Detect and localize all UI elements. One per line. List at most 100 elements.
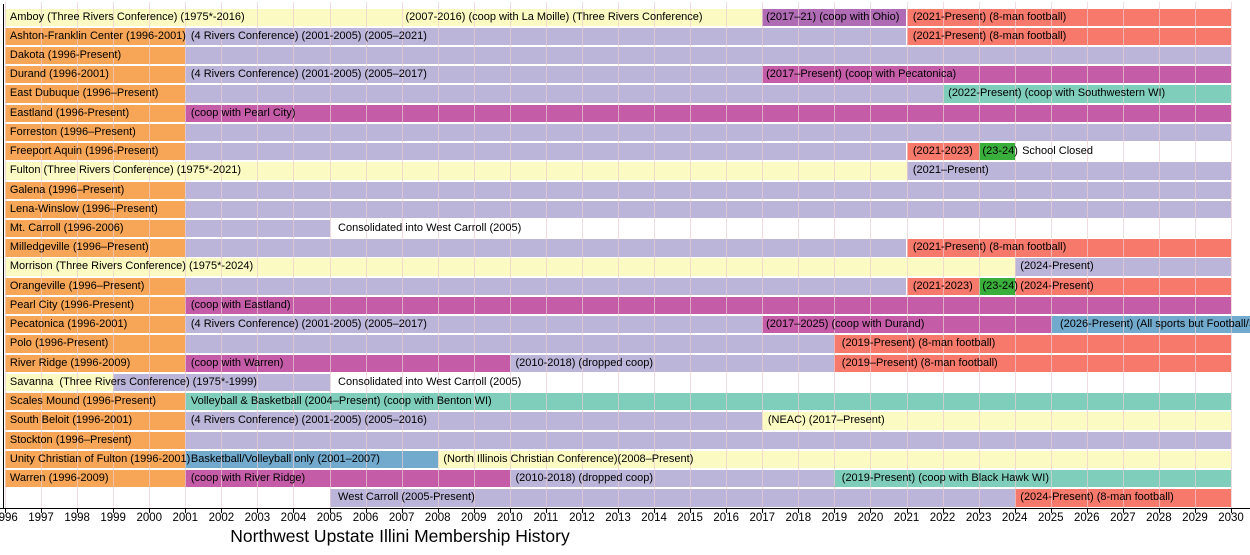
timeline-segment	[185, 46, 1232, 65]
timeline-segment	[185, 200, 1232, 219]
year-gridline	[401, 2, 403, 508]
timeline-segment	[942, 85, 1232, 103]
year-gridline	[77, 2, 79, 508]
x-axis-tick-label: 1997	[28, 512, 54, 524]
x-axis-tick-label: 2026	[1074, 512, 1100, 524]
timeline-segment	[5, 296, 186, 315]
x-axis-tick-label: 2021	[893, 512, 920, 524]
year-gridline	[906, 2, 908, 508]
x-axis-tick	[581, 508, 583, 513]
timeline-segment	[762, 8, 907, 26]
x-axis-tick	[654, 508, 656, 513]
x-axis-tick-label: 2020	[857, 512, 884, 524]
x-axis-tick	[1014, 508, 1016, 513]
x-axis-tick-label: 2027	[1110, 512, 1136, 524]
x-axis-tick-label: 2028	[1146, 512, 1172, 524]
x-axis-tick-label: 2004	[280, 512, 307, 524]
x-axis-tick	[257, 508, 259, 513]
timeline-segment	[906, 239, 1232, 257]
year-gridline	[1122, 2, 1124, 508]
timeline-segment	[5, 143, 186, 161]
x-axis-tick-label: 2024	[1001, 512, 1028, 524]
x-axis-tick	[618, 508, 620, 513]
chart-title: Northwest Upstate Illini Membership Hist…	[230, 526, 570, 546]
x-axis-tick-label: 2025	[1037, 512, 1064, 524]
timeline-segment	[762, 66, 1232, 84]
year-gridline	[545, 2, 547, 508]
timeline-segment	[185, 104, 1232, 122]
x-axis-tick-label: 2006	[352, 512, 379, 524]
year-gridline	[473, 2, 475, 508]
timeline-segment	[906, 162, 1232, 180]
year-gridline	[870, 2, 872, 508]
timeline-segment	[762, 316, 1051, 334]
x-axis-tick-label: 2016	[713, 512, 739, 524]
year-gridline	[509, 2, 511, 508]
timeline-segment	[113, 373, 330, 392]
x-axis-tick	[1158, 508, 1160, 513]
timeline-segment	[185, 85, 943, 103]
x-axis-tick-label: 2013	[605, 512, 631, 524]
timeline-segment	[509, 470, 835, 488]
x-axis-tick-label: 2023	[965, 512, 992, 524]
x-axis-tick-label: 2030	[1218, 512, 1244, 524]
x-axis-tick-label: 1998	[64, 512, 90, 524]
timeline-segment	[185, 354, 510, 372]
x-axis-tick	[545, 508, 547, 513]
year-gridline	[1194, 2, 1196, 508]
x-axis-tick-label: 2007	[388, 512, 415, 524]
timeline-segment	[5, 412, 186, 430]
x-axis-tick	[870, 508, 872, 513]
x-axis-tick	[365, 508, 367, 513]
x-axis-tick-label: 2018	[785, 512, 812, 524]
x-axis-tick-label: 2008	[424, 512, 451, 524]
x-axis-tick	[77, 508, 79, 513]
timeline-segment	[5, 85, 186, 103]
timeline-segment	[185, 123, 1232, 142]
timeline-segment	[5, 162, 907, 180]
x-axis-tick	[942, 508, 944, 513]
x-axis-tick	[1231, 508, 1233, 513]
timeline-segment	[1014, 277, 1232, 296]
year-gridline	[581, 2, 583, 508]
x-axis-tick-label: 1999	[100, 512, 126, 524]
x-axis-tick	[401, 508, 403, 513]
timeline-segment	[5, 66, 186, 84]
year-gridline	[942, 2, 944, 508]
year-gridline	[834, 2, 836, 508]
x-axis-tick	[509, 508, 511, 513]
year-gridline	[762, 2, 764, 508]
timeline-segment	[1014, 489, 1232, 507]
year-gridline	[437, 2, 439, 508]
year-gridline	[221, 2, 223, 508]
timeline-segment	[5, 335, 186, 353]
timeline-segment	[185, 470, 510, 488]
x-axis-tick-label: 2005	[316, 512, 343, 524]
timeline-segment	[978, 143, 1015, 161]
x-axis-tick-label: 2011	[533, 512, 559, 524]
timeline-segment	[834, 470, 1232, 488]
year-gridline	[293, 2, 295, 508]
x-axis-tick-label: 2015	[677, 512, 703, 524]
x-axis-tick-label: 2003	[244, 512, 271, 524]
year-gridline	[654, 2, 656, 508]
x-axis-tick	[690, 508, 692, 513]
year-gridline	[365, 2, 367, 508]
timeline-segment	[5, 123, 186, 142]
timeline-segment	[5, 239, 186, 257]
x-axis-tick	[149, 508, 151, 513]
timeline-segment	[5, 277, 186, 296]
year-gridline	[1014, 2, 1016, 508]
year-gridline	[1050, 2, 1052, 508]
x-axis-tick-label: 2000	[136, 512, 163, 524]
year-gridline	[257, 2, 259, 508]
year-gridline	[329, 2, 331, 508]
timeline-segment	[5, 200, 186, 219]
timeline-segment	[5, 470, 186, 488]
x-axis-tick-label: 2001	[172, 512, 199, 524]
segment-label: School Closed	[1022, 145, 1094, 158]
year-gridline	[978, 2, 980, 508]
x-axis-tick	[798, 508, 800, 513]
timeline-segment	[834, 335, 1232, 353]
